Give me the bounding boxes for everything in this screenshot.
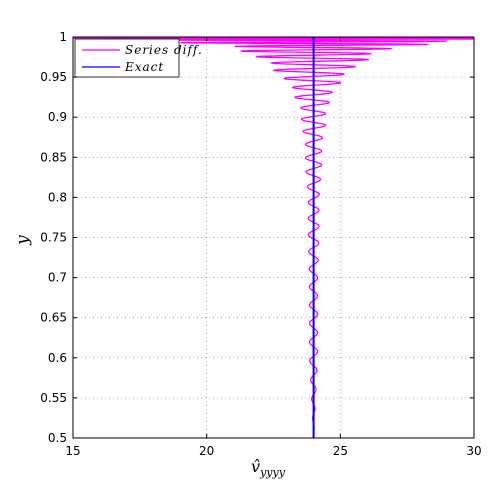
y-tick-label: 0.95 [40,70,67,84]
x-axis-label: v̂yyyy [251,457,286,479]
legend-series-diff-label: Series diff. [125,43,203,57]
y-tick-label: 0.5 [48,431,67,445]
x-tick-label: 25 [333,444,348,458]
x-tick-label: 20 [199,444,214,458]
y-tick-label: 0.7 [48,271,67,285]
y-tick-label: 0.65 [40,311,67,325]
x-axis-label-base: v̂ [251,457,260,476]
y-axis-label: y [13,235,33,246]
y-tick-label: 0.6 [48,351,67,365]
x-tick-label: 15 [65,444,80,458]
y-tick-label: 0.8 [48,190,67,204]
y-tick-label: 1 [59,30,67,44]
legend-box [74,38,180,78]
x-axis-label-sub: yyyy [259,466,286,479]
ticks: 15 20 25 30 0.5 0.55 0.6 0.65 0.7 0.75 0.8 0.85 0.9 0… [40,30,481,458]
y-tick-label: 0.9 [48,110,67,124]
y-tick-label: 0.75 [40,231,67,245]
y-tick-label: 0.55 [40,391,67,405]
series-layer [73,37,474,438]
series-diff-line [73,37,474,438]
grid [73,37,474,438]
legend-exact-label: Exact [124,60,164,74]
x-tick-label: 30 [466,444,481,458]
y-tick-label: 0.85 [40,150,67,164]
legend: Series diff. Exact [74,38,203,78]
